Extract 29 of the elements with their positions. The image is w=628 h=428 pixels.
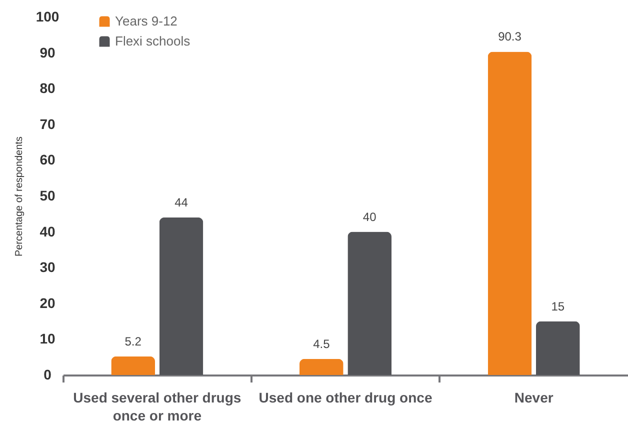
data-label: 40 [362,210,377,224]
y-tick-label: 0 [44,366,52,382]
bar [348,232,392,375]
legend-label: Years 9-12 [115,14,178,28]
bar [159,217,204,375]
y-tick-label: 40 [40,223,56,240]
bar [536,321,580,375]
x-tick-label: Used several other drugs once or more [73,390,242,424]
data-label: 5.2 [124,334,142,348]
x-tick-label: Never [514,390,554,406]
data-label: 4.5 [313,336,330,351]
y-tick-label: 60 [40,152,56,168]
x-tick-label: Used one other drug once [258,390,432,406]
y-tick-label: 50 [40,188,56,204]
y-tick-label: 20 [40,294,56,311]
data-label: 44 [174,195,188,210]
bar [111,356,155,375]
bar [488,52,532,375]
y-tick-label: 100 [36,8,60,24]
data-label: 15 [551,299,565,314]
y-tick-label: 30 [40,259,56,276]
bar [300,358,344,375]
data-label: 90.3 [498,30,522,44]
y-tick-label: 80 [40,80,56,96]
legend-label: Flexi schools [115,34,191,48]
y-tick-label: 70 [40,116,56,132]
y-tick-label: 90 [40,44,56,60]
y-axis-title: Percentage of respondents [14,136,25,257]
y-tick-label: 10 [40,330,56,347]
